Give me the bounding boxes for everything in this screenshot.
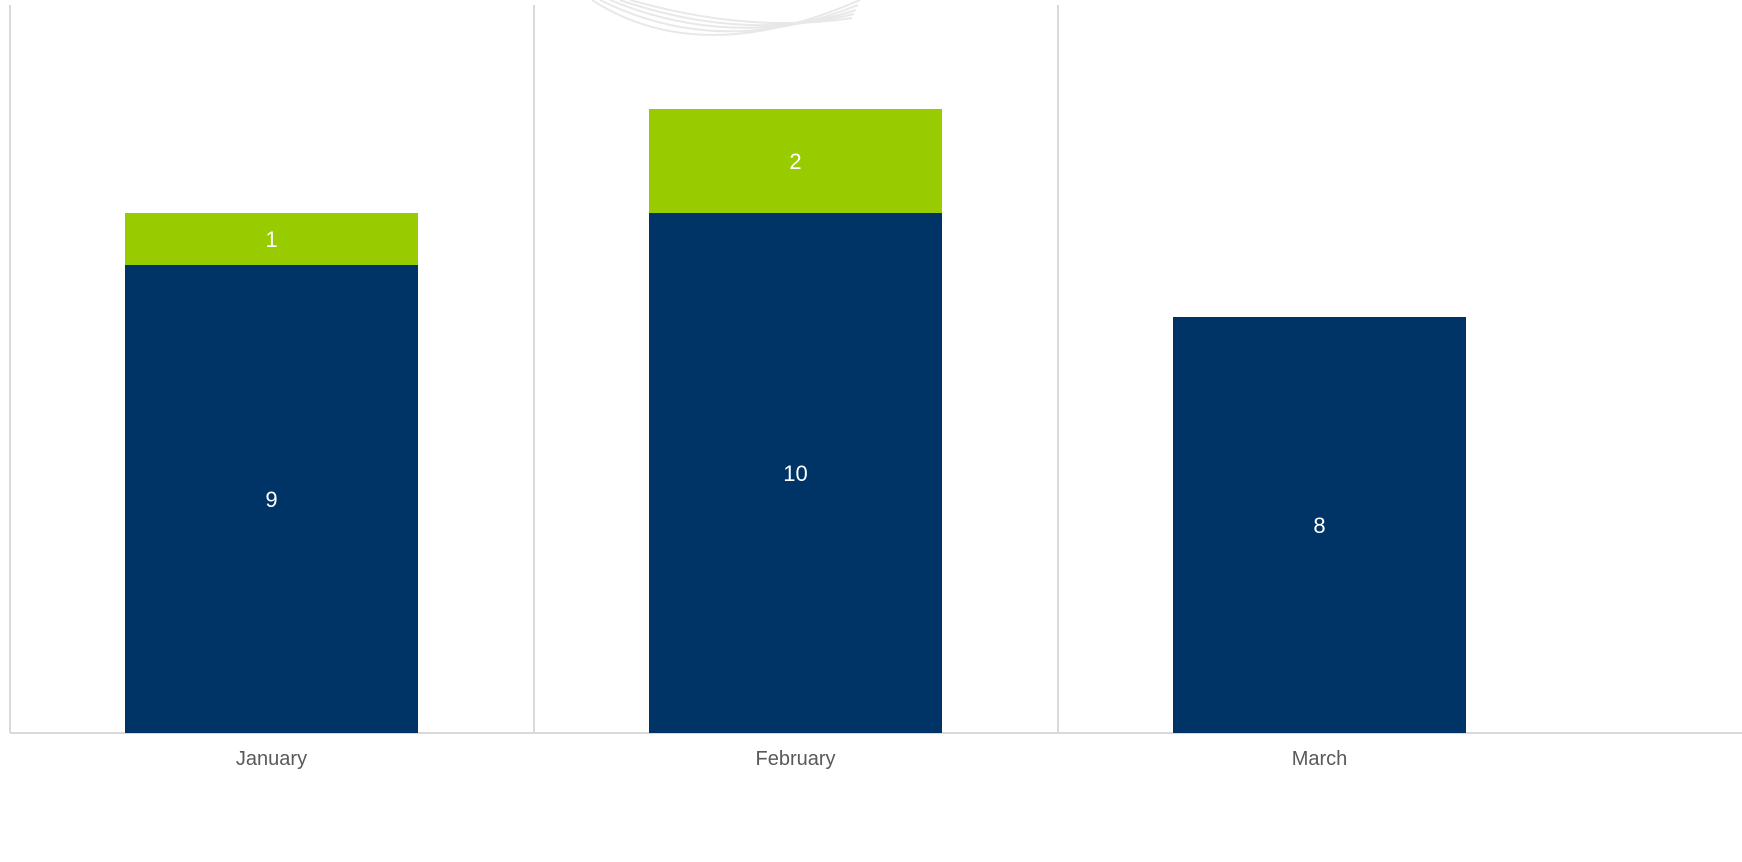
bar-february-series-1 [649, 109, 942, 213]
bar-march-series-0 [1173, 317, 1466, 733]
x-tick-label-january: January [236, 748, 307, 770]
watermark-arc-3 [619, 0, 855, 27]
data-label-february-series-1: 2 [789, 149, 801, 174]
bars [125, 109, 1466, 733]
watermark-arc-0 [591, 0, 861, 36]
data-labels: 9 1 10 2 8 [265, 149, 1325, 538]
data-label-february-series-0: 10 [783, 461, 807, 486]
watermark-arc-2 [609, 0, 857, 29]
data-label-january-series-1: 1 [265, 227, 277, 252]
x-tick-label-march: March [1292, 748, 1348, 770]
data-label-march-series-0: 8 [1313, 513, 1325, 538]
bar-january-series-0 [125, 265, 418, 733]
bar-february-series-0 [649, 213, 942, 733]
arc-lines-decoration-icon [591, 0, 861, 36]
watermark-arc-4 [629, 0, 853, 25]
bar-january-series-1 [125, 213, 418, 265]
watermark-arc-1 [599, 0, 859, 33]
data-label-january-series-0: 9 [265, 487, 277, 512]
x-tick-label-february: February [755, 748, 835, 770]
x-axis-tick-labels: January February March [236, 748, 1347, 770]
